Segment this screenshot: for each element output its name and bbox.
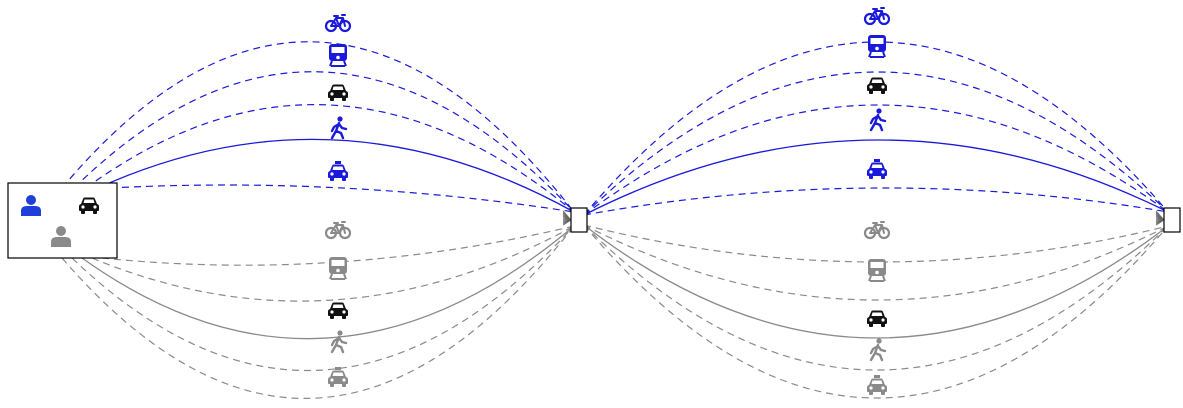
walk-icon [330, 330, 348, 354]
route-edge-train [583, 224, 1169, 371]
bike-icon [324, 14, 352, 33]
route-edge-train [73, 71, 575, 213]
stop-node [570, 207, 588, 233]
walk-icon [869, 338, 887, 362]
person-icon [51, 226, 71, 247]
route-edge-taxi [101, 225, 575, 266]
car-icon [328, 302, 348, 319]
route-edge-bike [61, 225, 575, 399]
route-edge-car [583, 224, 1169, 339]
route-edge-car [85, 104, 575, 213]
person-icon [21, 195, 41, 216]
route-edges [61, 41, 1169, 399]
route-edge-train [71, 225, 575, 372]
route-edge-train [583, 71, 1169, 216]
train-icon [868, 259, 886, 282]
arrowhead [1155, 219, 1165, 226]
arrowhead [562, 219, 572, 226]
route-edge-walk [97, 138, 575, 213]
taxi-icon [867, 375, 887, 395]
route-edge-bike [583, 41, 1169, 216]
car-icon [867, 77, 887, 94]
route-edge-taxi [583, 187, 1169, 216]
bike-icon [863, 7, 891, 26]
car-icon [79, 197, 99, 214]
bike-icon [324, 221, 352, 240]
bike-icon [863, 221, 891, 240]
walk-icon [330, 116, 348, 140]
train-icon [329, 257, 347, 280]
taxi-icon [328, 161, 348, 181]
route-edge-car [81, 225, 575, 340]
train-icon [329, 44, 347, 67]
car-icon [328, 84, 348, 101]
car-icon [867, 310, 887, 327]
walk-icon [869, 108, 887, 132]
route-edge-walk [583, 139, 1169, 216]
origin-node [7, 182, 118, 259]
route-edge-walk [91, 225, 575, 302]
taxi-icon [328, 367, 348, 387]
route-edge-bike [583, 224, 1169, 399]
route-edge-taxi [109, 184, 575, 213]
train-icon [868, 35, 886, 58]
route-edge-car [583, 104, 1169, 216]
taxi-icon [867, 159, 887, 179]
route-edge-walk [583, 224, 1169, 301]
route-edge-taxi [583, 224, 1169, 263]
destination-node [1163, 207, 1181, 233]
route-icons [324, 7, 891, 395]
route-edge-bike [61, 41, 575, 213]
